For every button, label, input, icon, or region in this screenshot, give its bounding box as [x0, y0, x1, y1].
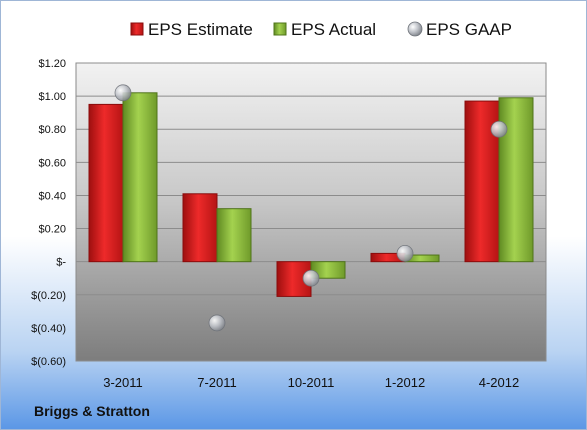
eps-gaap-marker — [490, 120, 508, 138]
y-tick-label: $0.60 — [38, 157, 66, 169]
gaap-markers — [114, 84, 508, 332]
x-category-label: 10-2011 — [288, 375, 335, 390]
x-category-label: 1-2012 — [385, 375, 425, 390]
legend-swatch — [273, 22, 287, 36]
y-tick-label: $(0.40) — [31, 323, 66, 335]
eps-actual-bar — [216, 208, 252, 263]
eps-gaap-marker — [302, 269, 320, 287]
eps-gaap-marker — [114, 84, 132, 102]
x-category-label: 4-2012 — [479, 375, 519, 390]
y-tick-label: $0.80 — [38, 124, 66, 136]
y-tick-label: $0.40 — [38, 190, 66, 202]
y-axis-ticks: $1.20 $1.00 $0.80 $0.60 $0.40 $0.20 $- $(0.20) $… — [31, 58, 66, 368]
legend-label: EPS Estimate — [148, 20, 253, 39]
y-tick-label: $1.20 — [38, 58, 66, 70]
y-tick-label: $1.00 — [38, 91, 66, 103]
eps-estimate-bar — [182, 193, 218, 263]
y-tick-label: $(0.20) — [31, 290, 66, 302]
y-tick-label: $(0.60) — [31, 356, 66, 368]
eps-actual-bar — [498, 97, 534, 263]
eps-gaap-marker — [208, 314, 226, 332]
y-tick-label: $0.20 — [38, 224, 66, 236]
legend-swatch — [407, 21, 423, 37]
x-axis-categories: 3-2011 7-2011 10-2011 1-2012 4-2012 — [103, 375, 519, 390]
eps-estimate-bar — [88, 103, 124, 263]
legend-swatch — [130, 22, 144, 36]
company-name: Briggs & Stratton — [34, 403, 150, 419]
legend: EPS Estimate EPS Actual EPS GAAP — [130, 20, 512, 39]
eps-estimate-bar — [276, 261, 312, 297]
y-tick-label: $- — [56, 257, 66, 269]
legend-label: EPS GAAP — [426, 20, 512, 39]
legend-label: EPS Actual — [291, 20, 376, 39]
eps-gaap-marker — [396, 244, 414, 262]
x-category-label: 3-2011 — [103, 375, 143, 390]
x-category-label: 7-2011 — [197, 375, 237, 390]
eps-actual-bar — [122, 92, 158, 263]
